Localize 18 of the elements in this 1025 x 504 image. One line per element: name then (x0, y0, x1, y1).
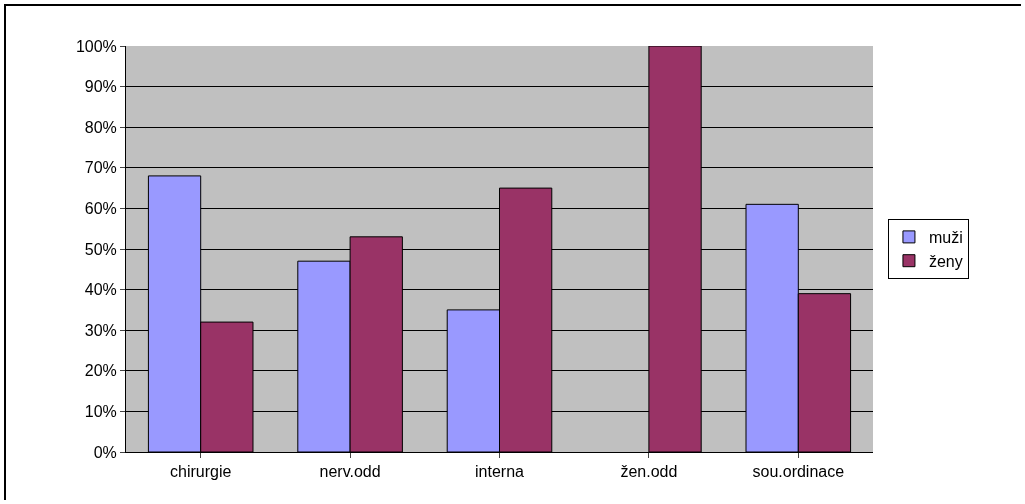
x-tick-label: žen.odd (620, 463, 678, 481)
legend-label: muži (928, 229, 963, 247)
y-tick-label: 100% (75, 37, 117, 55)
y-tick-label: 10% (84, 403, 117, 420)
y-tick-label: 40% (84, 281, 117, 299)
x-tick-label: interna (475, 463, 525, 481)
x-tick-label: sou.ordinace (752, 463, 845, 481)
y-tick-label: 20% (84, 362, 117, 380)
y-tick-label: 80% (84, 118, 117, 136)
y-tick-label: 0% (93, 443, 117, 461)
x-tick-label: nerv.odd (319, 463, 381, 481)
y-tick-label: 90% (84, 78, 117, 96)
legend-label: ženy (928, 252, 963, 270)
x-tick-label: chirurgie (170, 463, 232, 481)
y-tick-label: 60% (84, 200, 117, 217)
y-tick-label: 50% (84, 240, 117, 258)
y-tick-label: 30% (84, 321, 117, 339)
y-tick-label: 70% (84, 159, 117, 177)
